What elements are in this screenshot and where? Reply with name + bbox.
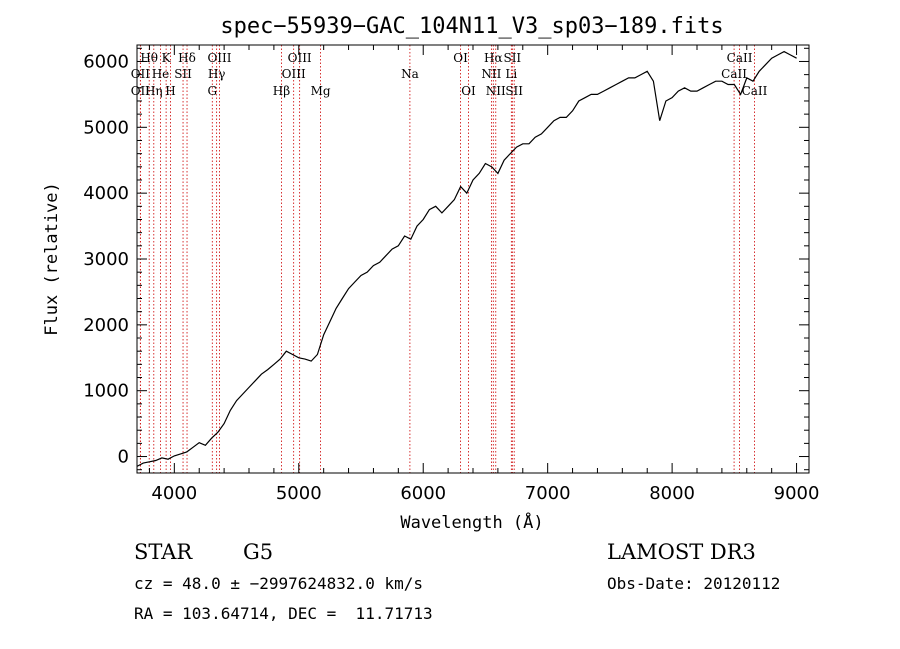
object-subclass: G5 xyxy=(243,540,274,564)
spectral-line-label: OI xyxy=(453,51,468,65)
y-tick-label: 0 xyxy=(118,447,129,468)
spectral-line-label: NII xyxy=(486,84,506,98)
plot-frame xyxy=(136,44,810,474)
spectral-line-label: Hβ xyxy=(273,84,290,98)
spectral-line-label: CaII xyxy=(742,84,768,98)
spectral-line-label: Mg xyxy=(311,84,331,98)
spectral-line-label: OI xyxy=(461,84,476,98)
flux-series-line xyxy=(136,50,797,467)
x-tick-label: 9000 xyxy=(774,483,820,504)
spectral-line-label: H xyxy=(165,84,175,98)
spectral-line-label: OII xyxy=(131,67,151,81)
x-tick-label: 7000 xyxy=(525,483,571,504)
object-class: STAR xyxy=(134,540,193,564)
spectral-line-label: OII xyxy=(131,84,151,98)
chart-title: spec−55939−GAC_104N11_V3_sp03−189.fits xyxy=(220,14,723,39)
spectral-line-label: OIII xyxy=(207,51,231,65)
spectral-line-label: Hδ xyxy=(178,51,196,65)
spectral-line-label: Hα xyxy=(484,51,503,65)
x-tick-label: 5000 xyxy=(276,483,322,504)
y-tick-label: 4000 xyxy=(83,183,129,204)
spectral-line-label: SII xyxy=(505,84,523,98)
coordinates-readout: RA = 103.64714, DEC = 11.71713 xyxy=(134,604,433,623)
spectral-line-label: CaII xyxy=(727,51,753,65)
spectral-line-label: CaII xyxy=(721,67,747,81)
y-tick-label: 3000 xyxy=(83,249,129,270)
spectral-line-label: Hγ xyxy=(208,67,226,81)
y-tick-label: 5000 xyxy=(83,117,129,138)
spectral-line-label: SII xyxy=(503,51,521,65)
x-tick-label: 4000 xyxy=(151,483,197,504)
spectral-line-label: OIII xyxy=(282,67,306,81)
y-tick-label: 2000 xyxy=(83,315,129,336)
spectral-line-label: OIII xyxy=(288,51,312,65)
x-axis-label: Wavelength (Å) xyxy=(400,511,543,533)
spectral-line-label: Hθ xyxy=(140,51,158,65)
spectral-line-label: G xyxy=(207,84,217,98)
spectral-line-label: K xyxy=(162,51,172,65)
y-tick-label: 6000 xyxy=(83,51,129,72)
spectral-line-label: NII xyxy=(481,67,501,81)
spectral-line-label: Na xyxy=(401,67,419,81)
axis-tick-labels: 4000 5000 6000 7000 8000 9000 0 1000 2000 3000 400… xyxy=(83,51,819,504)
y-tick-label: 1000 xyxy=(83,381,129,402)
redshift-readout: cz = 48.0 ± −2997624832.0 km/s xyxy=(134,574,423,593)
spectral-line-label: Li xyxy=(505,67,517,81)
spectral-line-label: He xyxy=(152,67,170,81)
axis-ticks xyxy=(137,45,809,473)
spectral-line-markers xyxy=(139,45,755,473)
y-axis-label: Flux (relative) xyxy=(42,182,62,336)
spectral-line-label: Hη xyxy=(145,84,163,98)
spectral-line-label: SII xyxy=(174,67,192,81)
x-tick-label: 8000 xyxy=(649,483,695,504)
x-tick-label: 6000 xyxy=(400,483,446,504)
survey-name: LAMOST DR3 xyxy=(607,540,756,564)
observation-date: Obs-Date: 20120112 xyxy=(607,574,781,593)
